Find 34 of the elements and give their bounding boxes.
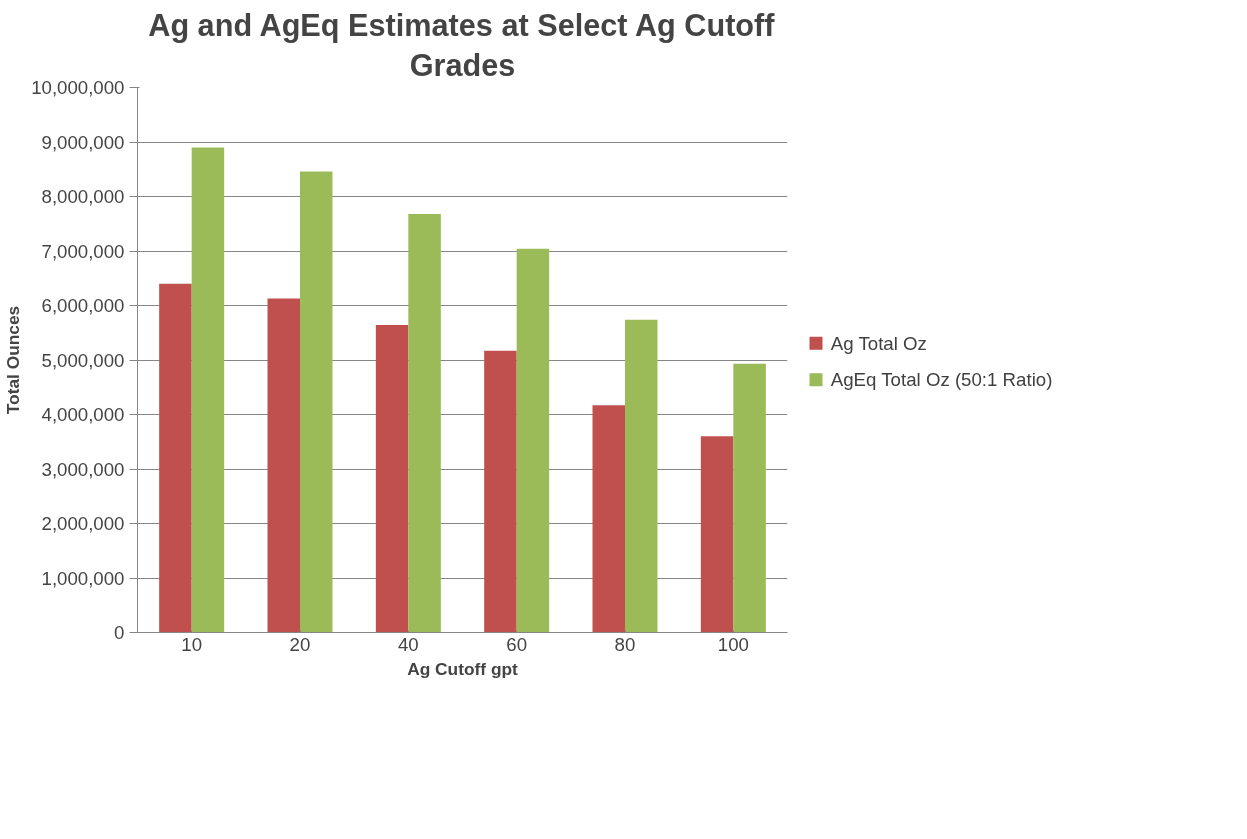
legend-label: AgEq Total Oz (50:1 Ratio)	[830, 369, 1053, 391]
bar	[191, 147, 225, 633]
y-axis-title: Total Ounces	[3, 305, 24, 415]
y-tick-label: 5,000,000	[41, 349, 125, 371]
y-tick-label: 8,000,000	[41, 186, 125, 207]
x-tick-label: 10	[181, 633, 203, 655]
bar	[516, 248, 550, 633]
chart-title: Ag and AgEq Estimates at Select Ag Cutoff Grades	[148, 7, 776, 83]
y-tick-label: 9,000,000	[41, 131, 125, 153]
bar	[592, 405, 625, 633]
bar	[267, 298, 300, 633]
y-tick-label: 1,000,000	[41, 567, 125, 589]
bar	[408, 213, 441, 633]
x-tick-label: 40	[397, 633, 419, 655]
y-tick-label: 7,000,000	[41, 240, 125, 262]
y-tick-label: 10,000,000	[31, 77, 125, 98]
bar	[300, 171, 333, 633]
y-tick-label: 3,000,000	[41, 458, 125, 480]
x-tick-label: 60	[506, 633, 528, 655]
x-tick-label: 20	[289, 633, 311, 655]
bar	[159, 283, 192, 633]
y-tick-label: 6,000,000	[41, 295, 125, 316]
bar	[733, 363, 766, 633]
y-tick-label: 0	[114, 622, 125, 643]
x-tick-label: 100	[717, 633, 749, 655]
bar	[484, 350, 517, 633]
y-tick-label: 2,000,000	[41, 513, 125, 534]
x-axis-title: Ag Cutoff gpt	[407, 658, 519, 679]
x-tick-label: 80	[614, 633, 636, 655]
bar	[625, 319, 658, 633]
legend-label: Ag Total Oz	[830, 332, 927, 354]
bar	[375, 325, 409, 633]
bar	[700, 436, 734, 633]
y-tick-label: 4,000,000	[41, 404, 125, 425]
